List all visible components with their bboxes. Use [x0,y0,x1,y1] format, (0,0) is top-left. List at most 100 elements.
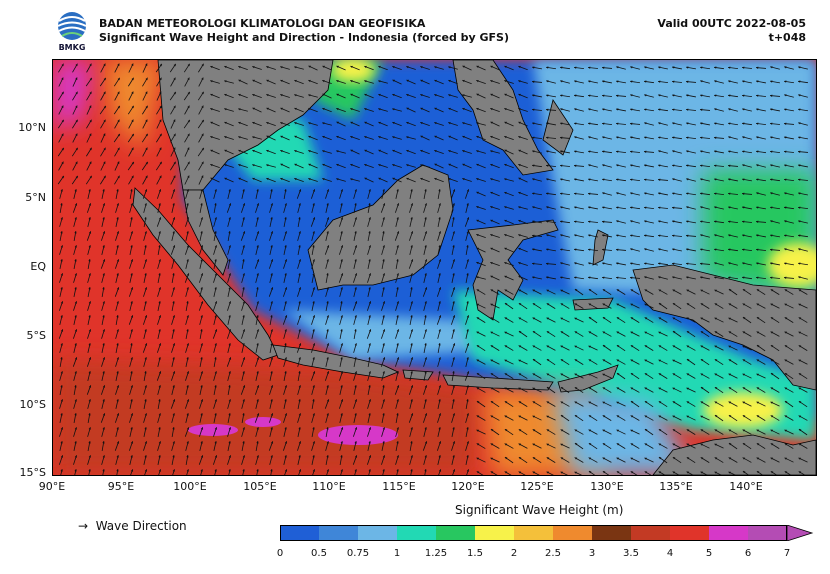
map-panel[interactable] [52,59,817,476]
wave-arrow-head [396,427,399,430]
wave-arrow-head [714,136,717,139]
wave-arrow-head [354,231,357,234]
wave-arrow-head [616,220,619,223]
wave-arrow-head [130,371,133,374]
wave-arrow-head [354,469,357,472]
wave-arrow-head [102,287,105,290]
wave-arrow-head [420,79,423,83]
wave-arrow-head [452,343,456,346]
wave-arrow-head [518,331,522,334]
wave-arrow-head [490,443,494,446]
wave-arrow-head [396,357,400,360]
wave-arrow-head [700,373,704,376]
lat-tick-label: 10°S [19,398,46,411]
wave-arrow-head [532,150,535,153]
wave-arrow-head [630,373,634,376]
wave-arrow-head [224,136,227,139]
wave-arrow-head [616,429,620,432]
wave-arrow-head [214,287,217,290]
wave-arrow-head [312,273,315,276]
wave-arrow-head [74,455,78,458]
wave-arrow-head [298,469,302,472]
wave-arrow-head [466,385,469,388]
wave-arrow-head [630,345,634,348]
wave-arrow-head [214,273,218,276]
wave-arrow-head [144,273,147,276]
wave-arrow-head [392,121,395,125]
wave-arrow-head [186,357,189,360]
wave-arrow-head [672,94,675,97]
wave-arrow-head [396,399,399,402]
wave-arrow-head [420,149,423,153]
wave-arrow-head [742,262,745,265]
wave-arrow-head [88,343,91,346]
wave-arrow-head [770,429,774,432]
wave-arrow-head [88,469,91,472]
wave-arrow-head [326,245,330,248]
wave-arrow-head [658,443,662,446]
wave-arrow-head [438,287,442,290]
wave-arrow-head [784,373,788,376]
wave-arrow-head [61,147,64,151]
wave-arrow-head [144,357,147,360]
wave-arrow-head [476,345,480,348]
wave-arrow-head [144,427,147,430]
wave-arrow-head [336,93,339,96]
wave-arrow-head [560,317,564,320]
wave-arrow-head [340,259,343,262]
wave-arrow-head [532,122,535,125]
wave-arrow-head [798,401,802,404]
wave-arrow-head [714,122,717,125]
wave-arrow-head [602,317,606,320]
wave-arrow-head [116,231,120,234]
wave-arrow-head [396,259,399,262]
wave-arrow-head [326,357,329,360]
wave-arrow-head [686,262,689,265]
wave-arrow-head [672,387,676,390]
wave-arrow-head [616,415,620,418]
wave-arrow-head [658,122,661,125]
wave-arrow-head [186,413,189,416]
wave-arrow-head [798,108,801,111]
wave-arrow-head [784,122,787,125]
wave-arrow-head [382,217,385,220]
wave-arrow-head [452,245,455,248]
wave-arrow-head [714,471,718,474]
wave-arrow-head [742,471,746,474]
wave-arrow-head [658,415,662,418]
wave-arrow-head [60,203,63,206]
wave-arrow-head [322,122,325,125]
wave-arrow-head [644,220,647,223]
wave-arrow-head [490,303,493,306]
wave-arrow-head [630,192,633,195]
wave-arrow-head [144,231,147,234]
wave-arrow-head [742,457,746,460]
wave-arrow-head [322,79,325,83]
wave-arrow-head [728,178,731,181]
wave-arrow-head [560,248,563,251]
wave-arrow-head [630,415,634,418]
wave-arrow-head [476,178,479,181]
wave-arrow-head [672,429,676,432]
wave-arrow-head [546,345,550,348]
wave-arrow-head [354,217,357,220]
wave-arrow-head [686,415,690,418]
wave-arrow-head [438,343,441,346]
wave-arrow-head [102,245,105,248]
wave-arrow-head [644,359,648,362]
wave-arrow-head [266,107,269,110]
wave-arrow-head [438,469,442,472]
wave-arrow-head [354,189,357,192]
wave-arrow-head [60,427,64,430]
wave-arrow-head [256,273,259,276]
wave-arrow-head [560,387,564,390]
wave-arrow-head [238,65,241,69]
wave-arrow-head [308,122,311,125]
wave-arrow-head [74,371,77,374]
wave-arrow-head [798,387,802,390]
wave-arrow-head [228,399,231,402]
wave-arrow-head [252,65,255,69]
wave-arrow-head [382,231,385,234]
wave-arrow-head [270,217,273,220]
wave-arrow-head [102,189,105,192]
